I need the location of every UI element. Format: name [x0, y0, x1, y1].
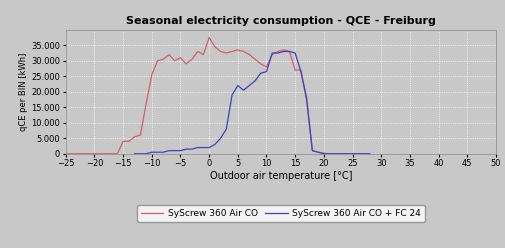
SyScrew 360 Air CO + FC 24 — [337, 152, 343, 155]
Line: SyScrew 360 Air CO: SyScrew 360 Air CO — [66, 37, 369, 154]
SyScrew 360 Air CO + FC 24 — [315, 151, 321, 154]
SyScrew 360 Air CO + FC 24 — [263, 70, 269, 73]
SyScrew 360 Air CO + FC 24 — [148, 151, 155, 154]
SyScrew 360 Air CO + FC 24 — [349, 152, 355, 155]
SyScrew 360 Air CO + FC 24 — [137, 152, 143, 155]
SyScrew 360 Air CO — [234, 48, 240, 51]
SyScrew 360 Air CO — [206, 36, 212, 39]
SyScrew 360 Air CO + FC 24 — [280, 50, 286, 53]
SyScrew 360 Air CO + FC 24 — [320, 152, 326, 155]
X-axis label: Outdoor air temperature [°C]: Outdoor air temperature [°C] — [209, 171, 351, 181]
SyScrew 360 Air CO + FC 24 — [309, 149, 315, 152]
Title: Seasonal electricity consumption - QCE - Freiburg: Seasonal electricity consumption - QCE -… — [126, 16, 435, 26]
SyScrew 360 Air CO + FC 24 — [223, 127, 229, 130]
SyScrew 360 Air CO — [251, 58, 258, 61]
SyScrew 360 Air CO — [63, 152, 69, 155]
SyScrew 360 Air CO + FC 24 — [200, 146, 206, 149]
SyScrew 360 Air CO + FC 24 — [177, 149, 183, 152]
Line: SyScrew 360 Air CO + FC 24: SyScrew 360 Air CO + FC 24 — [134, 51, 369, 154]
SyScrew 360 Air CO + FC 24 — [355, 152, 361, 155]
Y-axis label: qCE per BIN [kWh]: qCE per BIN [kWh] — [19, 53, 28, 131]
SyScrew 360 Air CO + FC 24 — [251, 79, 258, 82]
SyScrew 360 Air CO + FC 24 — [154, 151, 160, 154]
SyScrew 360 Air CO + FC 24 — [188, 148, 194, 151]
SyScrew 360 Air CO — [366, 152, 372, 155]
SyScrew 360 Air CO + FC 24 — [212, 143, 218, 146]
SyScrew 360 Air CO + FC 24 — [286, 50, 292, 53]
SyScrew 360 Air CO + FC 24 — [343, 152, 349, 155]
SyScrew 360 Air CO + FC 24 — [171, 149, 177, 152]
SyScrew 360 Air CO + FC 24 — [274, 52, 280, 55]
SyScrew 360 Air CO + FC 24 — [326, 152, 332, 155]
SyScrew 360 Air CO + FC 24 — [257, 72, 263, 75]
SyScrew 360 Air CO + FC 24 — [269, 52, 275, 55]
SyScrew 360 Air CO + FC 24 — [240, 89, 246, 92]
SyScrew 360 Air CO + FC 24 — [206, 146, 212, 149]
SyScrew 360 Air CO — [246, 53, 252, 56]
SyScrew 360 Air CO + FC 24 — [229, 93, 235, 96]
SyScrew 360 Air CO — [274, 50, 280, 53]
SyScrew 360 Air CO + FC 24 — [366, 152, 372, 155]
SyScrew 360 Air CO + FC 24 — [332, 152, 338, 155]
Legend: SyScrew 360 Air CO, SyScrew 360 Air CO + FC 24: SyScrew 360 Air CO, SyScrew 360 Air CO +… — [137, 205, 424, 222]
SyScrew 360 Air CO + FC 24 — [291, 52, 297, 55]
SyScrew 360 Air CO + FC 24 — [217, 137, 223, 140]
SyScrew 360 Air CO + FC 24 — [194, 146, 200, 149]
SyScrew 360 Air CO + FC 24 — [143, 152, 149, 155]
SyScrew 360 Air CO + FC 24 — [303, 96, 309, 99]
SyScrew 360 Air CO + FC 24 — [183, 148, 189, 151]
SyScrew 360 Air CO — [177, 56, 183, 59]
SyScrew 360 Air CO + FC 24 — [131, 152, 137, 155]
SyScrew 360 Air CO + FC 24 — [360, 152, 366, 155]
SyScrew 360 Air CO — [114, 152, 120, 155]
SyScrew 360 Air CO + FC 24 — [246, 84, 252, 87]
SyScrew 360 Air CO + FC 24 — [166, 149, 172, 152]
SyScrew 360 Air CO + FC 24 — [234, 84, 240, 87]
SyScrew 360 Air CO + FC 24 — [160, 151, 166, 154]
SyScrew 360 Air CO + FC 24 — [297, 70, 304, 73]
